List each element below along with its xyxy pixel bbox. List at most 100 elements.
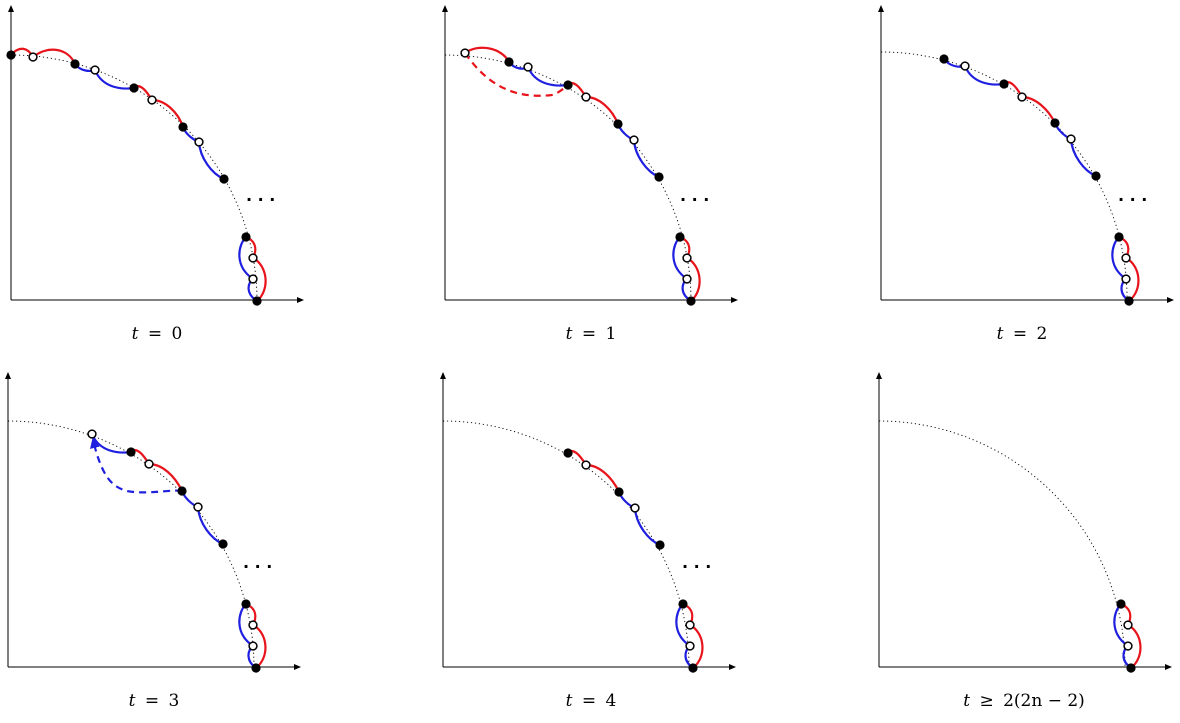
caption-rhs: 1 bbox=[606, 324, 617, 344]
red-arc bbox=[151, 98, 185, 128]
red-arc bbox=[1021, 95, 1056, 124]
quarter-circle-arc bbox=[878, 420, 1126, 668]
blue-arc bbox=[196, 506, 224, 546]
filled-node bbox=[655, 540, 665, 550]
open-node bbox=[685, 620, 695, 630]
caption-var: t bbox=[566, 324, 573, 344]
filled-node bbox=[999, 79, 1009, 89]
open-node bbox=[193, 502, 203, 512]
panel-t-final: t ≥ 2(2n − 2) bbox=[876, 372, 1172, 711]
panel-t4: · · · t = 4 bbox=[440, 372, 736, 711]
caption-rel: = bbox=[148, 324, 162, 344]
quarter-circle-arc bbox=[880, 51, 1128, 301]
quarter-circle-arc bbox=[7, 420, 255, 668]
blue-arc bbox=[90, 433, 132, 454]
caption-var: t bbox=[963, 691, 970, 711]
filled-node bbox=[688, 663, 698, 673]
red-arc bbox=[585, 463, 620, 493]
filled-node bbox=[613, 119, 623, 129]
filled-node bbox=[563, 448, 573, 458]
red-arc bbox=[585, 95, 620, 125]
open-node bbox=[1121, 253, 1131, 263]
caption-var: t bbox=[132, 324, 139, 344]
filled-node bbox=[241, 232, 251, 242]
filled-node bbox=[939, 54, 949, 64]
open-node bbox=[960, 61, 970, 71]
filled-node bbox=[129, 83, 139, 93]
caption-rel: = bbox=[582, 691, 596, 711]
open-node bbox=[1017, 92, 1027, 102]
blue-dashed-arc bbox=[90, 438, 183, 494]
filled-node bbox=[563, 80, 573, 90]
filled-node bbox=[241, 599, 251, 609]
ellipsis: · · · bbox=[680, 190, 709, 209]
ellipsis: · · · bbox=[682, 557, 711, 576]
open-node bbox=[1121, 274, 1131, 284]
open-node bbox=[147, 95, 157, 105]
blue-arc bbox=[633, 507, 661, 547]
blue-arc bbox=[632, 139, 660, 179]
open-node bbox=[630, 503, 640, 513]
caption-rel: = bbox=[1013, 324, 1027, 344]
quarter-circle-arc bbox=[444, 54, 692, 301]
filled-node bbox=[686, 296, 696, 306]
blue-arc bbox=[93, 69, 135, 90]
blue-arc bbox=[963, 65, 1005, 86]
panel-t2: · · · t = 2 bbox=[878, 5, 1174, 344]
red-dashed-arc bbox=[464, 52, 569, 97]
open-node bbox=[248, 253, 258, 263]
open-node bbox=[581, 460, 591, 470]
panel-t3: · · · t = 3 bbox=[5, 372, 301, 711]
filled-node bbox=[252, 296, 262, 306]
caption-rel: = bbox=[582, 324, 596, 344]
blue-arc bbox=[1069, 138, 1097, 178]
quarter-circle-arc bbox=[442, 420, 690, 668]
filled-node bbox=[218, 539, 228, 549]
open-node bbox=[90, 65, 100, 75]
filled-node bbox=[1126, 663, 1136, 673]
caption: t = 4 bbox=[566, 691, 617, 711]
filled-node bbox=[6, 50, 16, 60]
filled-node bbox=[1124, 296, 1134, 306]
open-node bbox=[144, 459, 154, 469]
ellipsis: · · · bbox=[1118, 190, 1147, 209]
caption: t = 3 bbox=[129, 691, 180, 711]
filled-node bbox=[1050, 118, 1060, 128]
open-node bbox=[629, 135, 639, 145]
caption: t ≥ 2(2n − 2) bbox=[963, 691, 1085, 711]
red-arc bbox=[148, 462, 183, 492]
filled-node bbox=[219, 174, 229, 184]
open-node bbox=[523, 62, 533, 72]
panel-t0: · · · t = 0 bbox=[6, 5, 304, 344]
filled-node bbox=[251, 663, 261, 673]
open-node bbox=[460, 48, 470, 58]
blue-arc bbox=[526, 66, 569, 87]
filled-node bbox=[1116, 599, 1126, 609]
filled-node bbox=[1091, 171, 1101, 181]
filled-node bbox=[678, 599, 688, 609]
caption-rhs: 4 bbox=[606, 691, 617, 711]
open-node bbox=[581, 92, 591, 102]
caption-rel: = bbox=[145, 691, 159, 711]
panel-t1: · · · t = 1 bbox=[442, 5, 738, 344]
filled-node bbox=[654, 172, 664, 182]
filled-node bbox=[126, 447, 136, 457]
open-node bbox=[28, 52, 38, 62]
open-node bbox=[87, 429, 97, 439]
open-node bbox=[248, 274, 258, 284]
filled-node bbox=[504, 57, 514, 67]
open-node bbox=[1066, 134, 1076, 144]
filled-node bbox=[614, 487, 624, 497]
filled-node bbox=[1114, 232, 1124, 242]
open-node bbox=[682, 253, 692, 263]
caption-var: t bbox=[566, 691, 573, 711]
caption-rhs: 0 bbox=[172, 324, 183, 344]
ellipsis: · · · bbox=[246, 190, 275, 209]
filled-node bbox=[70, 59, 80, 69]
red-arc bbox=[464, 46, 510, 63]
filled-node bbox=[177, 486, 187, 496]
filled-node bbox=[178, 122, 188, 132]
caption: t = 2 bbox=[997, 324, 1048, 344]
caption: t = 1 bbox=[566, 324, 617, 344]
caption-rel: ≥ bbox=[979, 691, 993, 711]
